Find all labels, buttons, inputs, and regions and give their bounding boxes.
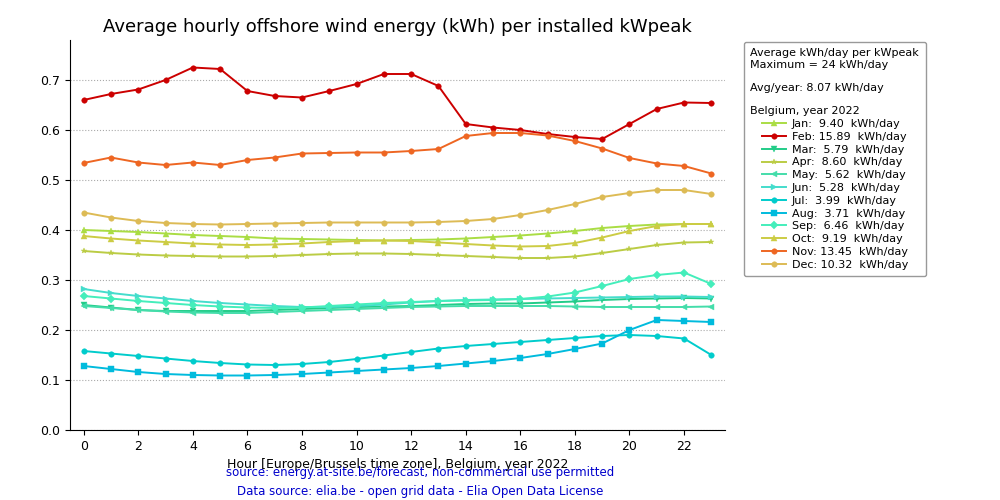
Text: Data source: elia.be - open grid data - Elia Open Data License: Data source: elia.be - open grid data - …: [237, 484, 603, 498]
X-axis label: Hour [Europe/Brussels time zone], Belgium, year 2022: Hour [Europe/Brussels time zone], Belgiu…: [227, 458, 568, 471]
Text: source: energy.at-site.be/forecast, non-commercial use permitted: source: energy.at-site.be/forecast, non-…: [226, 466, 614, 479]
Title: Average hourly offshore wind energy (kWh) per installed kWpeak: Average hourly offshore wind energy (kWh…: [103, 18, 692, 36]
Legend: Jan:  9.40  kWh/day, Feb: 15.89  kWh/day, Mar:  5.79  kWh/day, Apr:  8.60  kWh/d: Jan: 9.40 kWh/day, Feb: 15.89 kWh/day, M…: [744, 42, 926, 276]
